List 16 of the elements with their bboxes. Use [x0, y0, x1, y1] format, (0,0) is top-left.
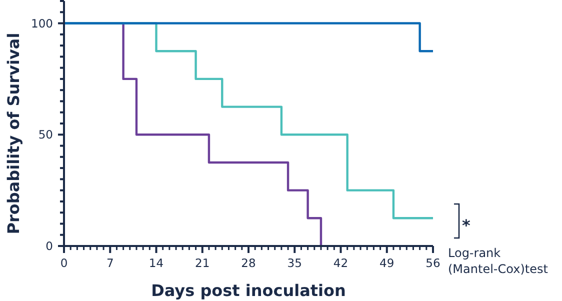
- text: Log-rank (Mantel-Cox)test: [448, 246, 548, 276]
- text: *: [462, 216, 471, 235]
- x-tick-label: 7: [106, 256, 114, 270]
- x-tick-label: 28: [241, 256, 256, 270]
- y-axis-title: Probability of Survival: [4, 32, 23, 234]
- y-tick-label: 0: [46, 239, 53, 254]
- y-tick-label: 100: [31, 16, 53, 30]
- x-axis-title: Days post inoculation: [151, 281, 346, 300]
- x-tick-label: 56: [426, 256, 440, 270]
- x-tick-label: 35: [287, 256, 302, 270]
- x-tick-label: 0: [60, 256, 68, 270]
- x-tick-label: 42: [333, 256, 348, 270]
- x-tick-label: 21: [195, 256, 210, 270]
- x-tick-label: 14: [148, 256, 164, 270]
- x-tick-label: 49: [380, 256, 394, 270]
- y-tick-label: 50: [38, 128, 53, 142]
